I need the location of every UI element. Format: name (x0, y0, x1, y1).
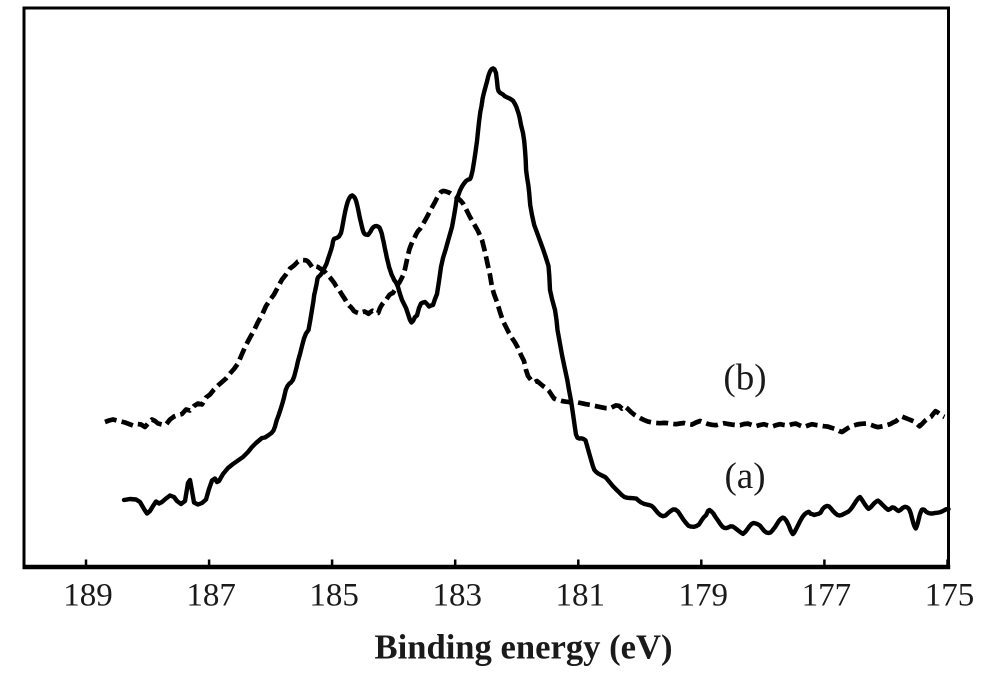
svg-text:187: 187 (186, 578, 236, 614)
svg-text:189: 189 (63, 578, 113, 614)
svg-text:175: 175 (925, 578, 975, 614)
svg-text:Binding energy (eV): Binding energy (eV) (375, 628, 673, 667)
svg-text:179: 179 (679, 578, 729, 614)
svg-text:177: 177 (802, 578, 852, 614)
svg-text:(b): (b) (723, 358, 766, 399)
svg-text:185: 185 (309, 578, 359, 614)
svg-text:(a): (a) (724, 456, 765, 497)
svg-text:183: 183 (432, 578, 482, 614)
svg-text:181: 181 (556, 578, 606, 614)
